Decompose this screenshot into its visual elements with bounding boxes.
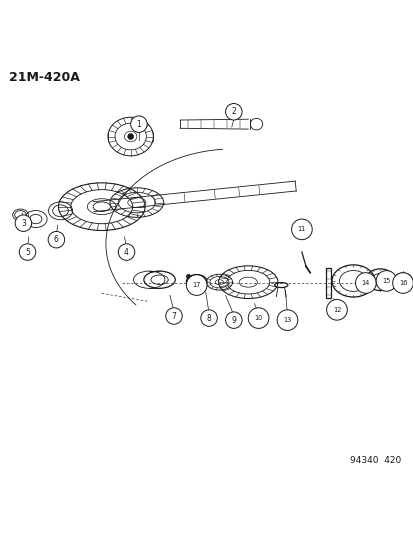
Text: 10: 10 [254,315,262,321]
Circle shape [225,312,242,328]
Text: 2: 2 [231,107,236,116]
Circle shape [131,116,147,132]
Circle shape [355,273,375,293]
Circle shape [165,308,182,324]
Circle shape [200,310,217,326]
Text: 13: 13 [282,317,291,323]
Text: 16: 16 [398,280,406,286]
Text: 12: 12 [332,307,340,313]
Text: 5: 5 [25,247,30,256]
Text: 1: 1 [136,119,141,128]
Circle shape [392,273,412,293]
Text: 8: 8 [206,313,211,322]
Circle shape [118,244,135,260]
Text: 17: 17 [192,282,200,288]
Circle shape [248,308,268,328]
Circle shape [48,231,64,248]
Text: 94340  420: 94340 420 [349,456,400,465]
Text: 3: 3 [21,219,26,228]
Circle shape [15,215,31,231]
Text: 15: 15 [381,278,390,284]
Text: 11: 11 [297,227,305,232]
Circle shape [128,134,133,140]
Text: 7: 7 [171,311,176,320]
Text: 4: 4 [124,247,129,256]
Text: 6: 6 [54,235,59,244]
Text: 14: 14 [361,280,369,286]
Circle shape [186,274,206,295]
Circle shape [291,219,311,240]
Circle shape [19,244,36,260]
Circle shape [276,310,297,330]
Circle shape [375,271,396,291]
Circle shape [225,103,242,120]
Circle shape [326,300,347,320]
Text: 9: 9 [231,316,236,325]
Text: 21M-420A: 21M-420A [9,70,80,84]
